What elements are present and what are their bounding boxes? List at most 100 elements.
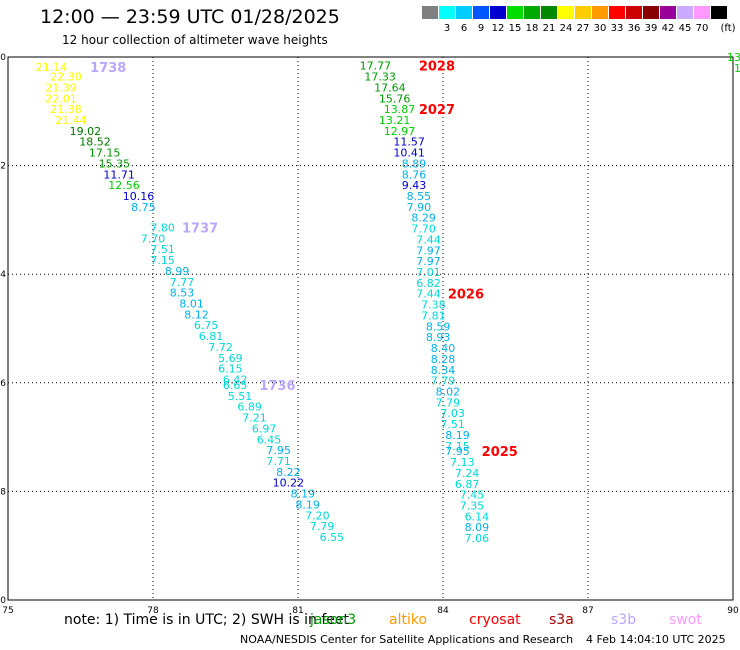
- wave-height-label: 10.41: [393, 147, 425, 160]
- wave-height-label: 6.75: [194, 319, 219, 332]
- satellite-s3a: s3a: [549, 612, 574, 628]
- legend-label: 9: [477, 23, 485, 34]
- wave-height-label: 15.76: [379, 92, 411, 105]
- legend-label: 21: [542, 23, 556, 34]
- wave-height-label: 8.89: [402, 157, 427, 170]
- wave-height-label: 6.45: [257, 433, 282, 446]
- legend-unit: (ft): [720, 23, 736, 34]
- wave-height-label: 8.99: [165, 265, 190, 278]
- wave-height-label: 8.93: [426, 331, 451, 344]
- track-number-label: 2028: [419, 60, 455, 75]
- satellite-jason3: jason3: [310, 612, 357, 628]
- wave-height-label: 6.14: [465, 510, 490, 523]
- track-number-label: 2025: [482, 445, 518, 460]
- wave-height-label: 7.51: [150, 243, 175, 256]
- wave-height-label: 7.06: [465, 532, 490, 545]
- legend-label: 12: [491, 23, 505, 34]
- x-tick-label: 78: [147, 606, 159, 616]
- wave-height-label: 7.80: [150, 222, 175, 235]
- edge-value-label: 1: [734, 62, 740, 75]
- legend-swatch: [490, 6, 506, 19]
- wave-height-label: 6.87: [455, 478, 480, 491]
- legend-swatch: [626, 6, 642, 19]
- legend-swatch: [609, 6, 625, 19]
- track-number-label: 1738: [90, 61, 126, 76]
- satellite-s3b: s3b: [611, 612, 637, 628]
- wave-height-label: 6.81: [199, 330, 224, 343]
- wave-height-label: 7.24: [455, 467, 480, 480]
- wave-height-label: 7.15: [445, 440, 470, 453]
- legend-swatch: [473, 6, 489, 19]
- wave-height-label: 7.38: [421, 299, 446, 312]
- wave-height-label: 7.03: [440, 407, 465, 420]
- wave-height-label: 8.28: [431, 353, 456, 366]
- wave-height-label: 17.15: [89, 147, 121, 160]
- wave-height-label: 8.19: [291, 488, 316, 501]
- legend-swatch: [541, 6, 557, 19]
- wave-height-label: 22.30: [50, 71, 82, 84]
- wave-height-label: 7.77: [170, 276, 195, 289]
- wave-height-label: 6.97: [252, 422, 277, 435]
- x-tick-label: 90: [727, 606, 739, 616]
- legend-label: 42: [661, 23, 675, 34]
- legend-swatch: [694, 6, 710, 19]
- wave-height-label: 8.55: [407, 190, 432, 203]
- wave-height-label: 8.19: [445, 429, 470, 442]
- wave-height-label: 7.44: [416, 233, 441, 246]
- legend-label: 18: [525, 23, 539, 34]
- wave-height-label: 6.89: [237, 401, 262, 414]
- wave-height-label: 7.70: [141, 232, 166, 245]
- y-tick-label: -50: [0, 53, 6, 63]
- wave-height-label: 8.53: [170, 287, 195, 300]
- legend-label: 27: [576, 23, 590, 34]
- legend-swatch: [575, 6, 591, 19]
- wave-height-label: 7.71: [266, 455, 291, 468]
- wave-height-label: 8.19: [295, 498, 320, 511]
- plot-frame: [7, 56, 734, 601]
- wave-height-label: 6.15: [218, 363, 243, 376]
- wave-height-label: 8.40: [431, 342, 456, 355]
- satellite-cryosat: cryosat: [469, 612, 521, 628]
- wave-height-label: 8.02: [436, 385, 461, 398]
- wave-height-label: 18.52: [79, 136, 111, 149]
- wave-height-label: 11.57: [393, 136, 425, 149]
- legend-label: 45: [678, 23, 692, 34]
- wave-height-label: 19.02: [70, 125, 102, 138]
- wave-height-label: 7.97: [416, 255, 441, 268]
- footer-timestamp: 4 Feb 14:04:10 UTC 2025: [586, 633, 726, 646]
- legend-label: 70: [695, 23, 709, 34]
- wave-height-label: 7.01: [416, 266, 441, 279]
- wave-height-label: 13.21: [379, 114, 411, 127]
- wave-height-label: 8.22: [276, 466, 301, 479]
- satellite-swot: swot: [669, 612, 702, 628]
- wave-height-label: 7.35: [460, 500, 485, 513]
- x-tick-label: 87: [582, 606, 593, 616]
- wave-height-label: 8.01: [179, 298, 204, 311]
- wave-height-label: 12.97: [384, 125, 416, 138]
- wave-height-label: 8.09: [465, 521, 490, 534]
- wave-height-label: 21.14: [36, 61, 68, 74]
- wave-height-label: 10.22: [273, 477, 305, 490]
- wave-height-label: 11.71: [103, 168, 135, 181]
- wave-height-label: 8.29: [411, 212, 436, 225]
- wave-height-label: 21.38: [50, 103, 82, 116]
- legend-label: 33: [610, 23, 624, 34]
- wave-height-label: 7.21: [242, 412, 267, 425]
- edge-value-label: 13: [727, 51, 740, 64]
- legend-swatch: [711, 6, 727, 19]
- y-tick-label: -58: [0, 487, 6, 497]
- wave-height-label: 22.01: [45, 92, 77, 105]
- wave-height-label: 7.44: [416, 288, 441, 301]
- legend-swatch: [456, 6, 472, 19]
- legend-swatch: [660, 6, 676, 19]
- page-subtitle: 12 hour collection of altimeter wave hei…: [62, 33, 328, 47]
- wave-height-label: 7.79: [431, 375, 456, 388]
- legend-swatch: [422, 6, 438, 19]
- wave-height-label: 7.72: [208, 341, 233, 354]
- wave-height-label: 7.79: [436, 396, 461, 409]
- wave-height-label: 15.35: [99, 157, 131, 170]
- wave-height-label: 17.33: [364, 71, 396, 84]
- wave-height-label: 13.87: [384, 103, 416, 116]
- y-tick-label: -54: [0, 270, 6, 280]
- wave-height-label: 7.51: [440, 418, 465, 431]
